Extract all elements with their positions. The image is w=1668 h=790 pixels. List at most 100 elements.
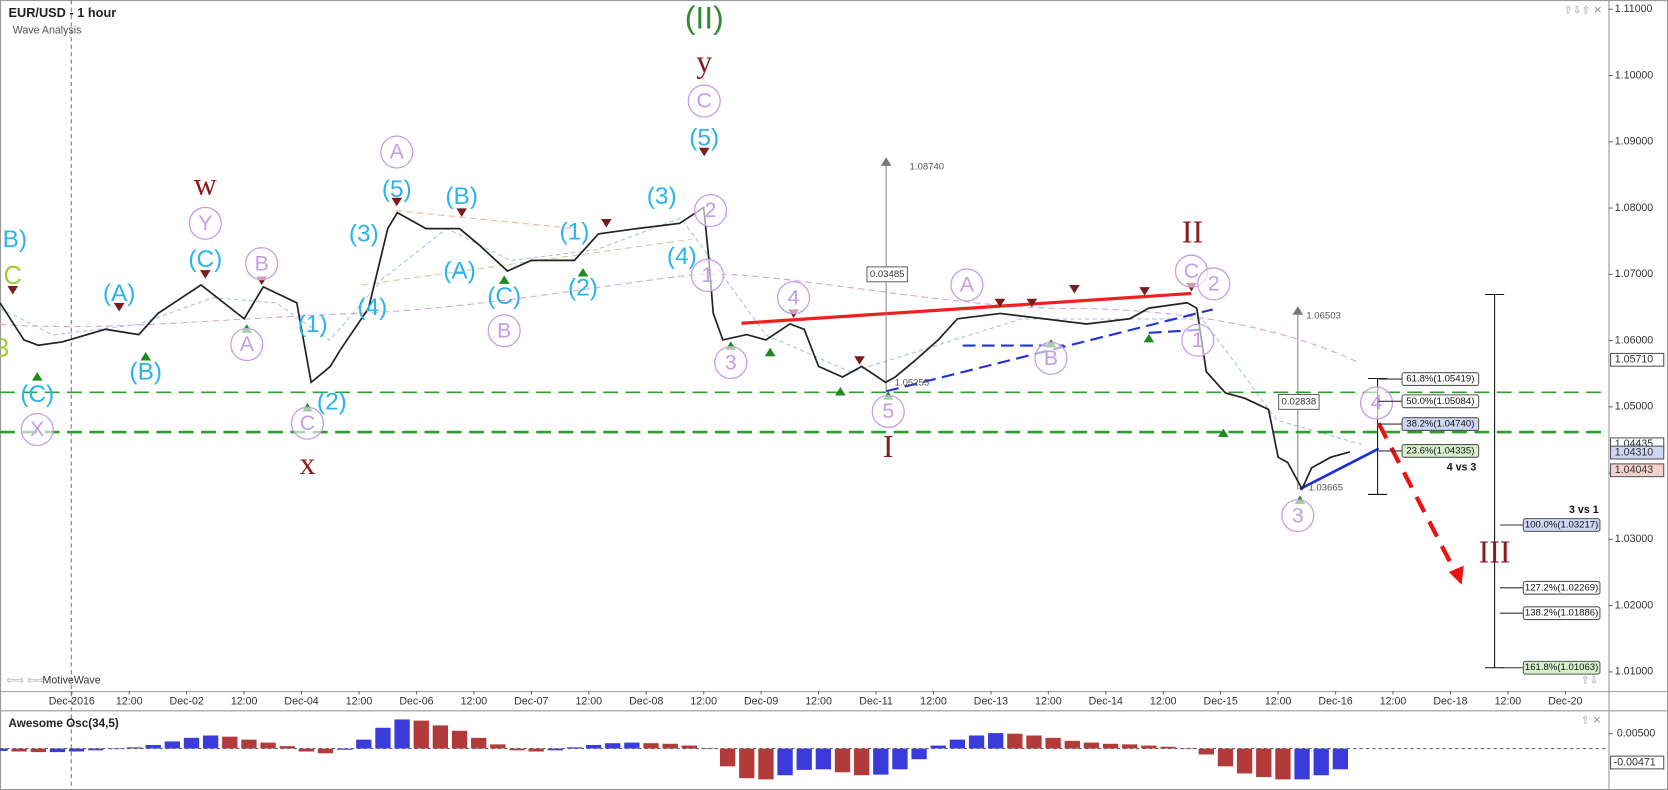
wave-circle [950,268,984,302]
oscillator-bar [1236,748,1253,774]
fib-label: 138.2%(1.01886) [1525,608,1598,619]
wave-label: (B) [129,359,162,386]
measure-label: 1.06503 [1306,310,1341,321]
oscillator-bar [260,742,276,749]
wave-circle [694,193,728,228]
wave-circle [871,394,905,429]
x-tick-label: Dec-08 [629,696,663,708]
fib-box [1401,444,1480,458]
fib-label: 50.0%(1.05084) [1406,396,1474,407]
window-icons[interactable]: ⇧ ✕ [1581,715,1602,727]
wave-label: (C) [20,381,54,408]
wave-circle [1034,341,1068,375]
oscillator-bar [183,737,200,749]
wave-label: w [194,166,217,201]
oscillator-bar [873,748,889,775]
swing-high-marker [1069,284,1080,294]
price-label-box [1610,755,1665,770]
oscillator-bar [490,744,506,749]
oscillator-bar [605,743,621,749]
x-tick-label: Dec-07 [514,696,548,708]
x-tick-label: 12:00 [461,696,488,708]
chart-title: EUR/USD - 1 hour [9,5,117,20]
wave-circle [230,327,264,362]
wave-label: 2 [705,198,717,222]
x-tick-label: 12:00 [1495,696,1522,708]
x-tick-label: 12:00 [575,696,602,708]
wave-label: A [390,140,405,164]
y-tick-label: 1.08000 [1615,202,1654,214]
x-tick-label: 12:00 [346,696,373,708]
oscillator-bar [0,748,8,751]
oscillator-bar [1122,744,1138,749]
swing-high-marker [601,219,612,228]
chart-subtitle: Wave Analysis [13,25,82,37]
x-tick-label: Dec-2016 [49,696,95,708]
oscillator-bar [394,719,410,749]
measure-box [866,266,908,283]
oscillator-bar [241,739,257,749]
trend-line [741,291,1192,325]
wave-label: (C) [487,283,521,310]
wave-label: 3 [1292,503,1304,527]
oscillator-bar [777,748,793,776]
oscillator-bar [279,746,295,749]
oscillator-bar [547,748,563,751]
channel-line [395,209,575,230]
x-tick-label: Dec-14 [1089,696,1123,708]
swing-high-marker [7,286,19,295]
wave-label: C [300,411,315,435]
wave-label: 3 [0,335,9,363]
oscillator-bar [758,748,774,780]
wave-label: (5) [689,125,719,152]
swing-high-marker [698,147,710,157]
fib-label: 127.2%(1.02269) [1525,582,1598,593]
x-tick-label: 12:00 [1035,696,1062,708]
oscillator-bar [375,727,391,749]
oscillator-bar [49,748,66,753]
wave-label: Y [198,211,212,235]
oscillator-bar [1160,746,1176,749]
oscillator-bar [988,733,1004,749]
wave-label: (B) [445,183,478,210]
fib-label: 23.6%(1.04335) [1406,445,1474,456]
oscillator-bar [11,748,27,752]
fib-box [1401,417,1480,431]
y-tick-label: 1.10000 [1615,69,1654,81]
oscillator-bar [968,735,985,749]
nav-icons[interactable]: ⇦⇨ ⇦⇨ [6,674,45,686]
oscillator-bar [509,748,525,751]
wave-circle [1359,386,1394,420]
swing-low-marker [577,267,589,277]
oscillator-bar [796,748,812,770]
fib-box [1401,394,1480,409]
wave-label: 3 [725,350,737,374]
oscillator-bar [222,736,238,749]
wave-label: (4) [357,294,387,321]
oscillator-bar [1313,748,1329,776]
forecast-arrowhead [1448,565,1464,585]
oscillator-bar [413,720,429,749]
oscillator-bar [1217,748,1234,767]
x-tick-label: Dec-02 [170,696,204,708]
trend-line [885,308,1213,393]
wave-label: 1 [701,263,713,287]
measure-label: 1.08740 [910,161,945,172]
oscillator-bar [1026,735,1042,749]
wave-circle [1181,323,1215,357]
oscillator-bar [681,745,697,749]
wave-circle [20,412,54,447]
swing-low-marker [498,275,510,284]
wave-label: 4 [1371,391,1383,415]
wave-circle [245,247,279,281]
fib-label: 61.8%(1.05419) [1406,374,1474,385]
window-icons[interactable]: ⇧⇩⇧ ✕ [1564,4,1603,16]
x-tick-label: Dec-20 [1548,696,1582,708]
wave-circle [188,206,222,240]
wave-label: (2) [568,275,598,302]
wave-circle [1281,499,1315,533]
wave-label: (5) [382,176,412,203]
scroll-icons[interactable]: ⇧⇩ [1581,674,1599,686]
x-tick-label: 12:00 [231,696,258,708]
oscillator-bar [585,744,602,749]
